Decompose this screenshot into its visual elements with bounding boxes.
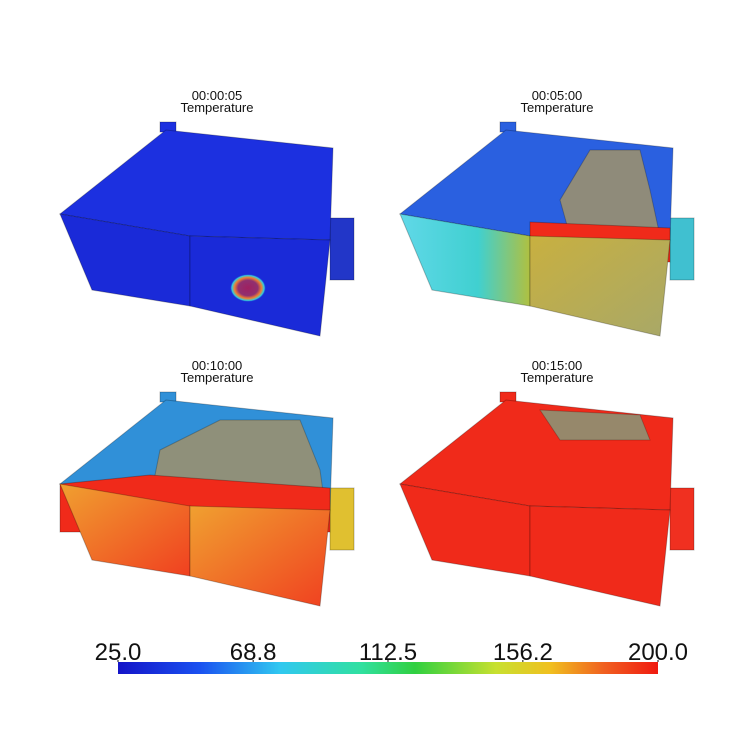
- colorbar: 25.0 68.8 112.5 156.2 200.0: [95, 639, 688, 674]
- hot-spot: [230, 274, 266, 302]
- colorbar-tick-label: 156.2: [493, 639, 553, 666]
- front-right: [529, 235, 671, 337]
- front-right: [529, 505, 671, 607]
- colorbar-tick-label: 25.0: [95, 639, 142, 666]
- model-box: [58, 121, 355, 337]
- connector: [329, 487, 355, 551]
- connector: [669, 487, 695, 551]
- colorbar-tick-label: 68.8: [230, 639, 277, 666]
- model-box: [398, 391, 695, 607]
- cool-patch: [539, 409, 651, 441]
- panel-time: 00:15:00: [532, 358, 583, 373]
- panel-time: 00:00:05: [192, 88, 243, 103]
- top-face: [58, 129, 334, 241]
- front-right: [189, 505, 331, 607]
- panel-time: 00:05:00: [532, 88, 583, 103]
- connector: [669, 217, 695, 281]
- colorbar-gradient: [118, 662, 658, 674]
- model-box: [58, 391, 355, 607]
- colorbar-tick-label: 112.5: [359, 639, 417, 666]
- panels: 00:00:05Temperature00:05:00Temperature00…: [58, 88, 695, 607]
- panel-label: Temperature: [521, 370, 594, 385]
- colorbar-tick-label: 200.0: [628, 639, 688, 666]
- panel-label: Temperature: [181, 100, 254, 115]
- panel-label: Temperature: [521, 100, 594, 115]
- model-box: [398, 121, 695, 337]
- panel-time: 00:10:00: [192, 358, 243, 373]
- panel-label: Temperature: [181, 370, 254, 385]
- connector: [329, 217, 355, 281]
